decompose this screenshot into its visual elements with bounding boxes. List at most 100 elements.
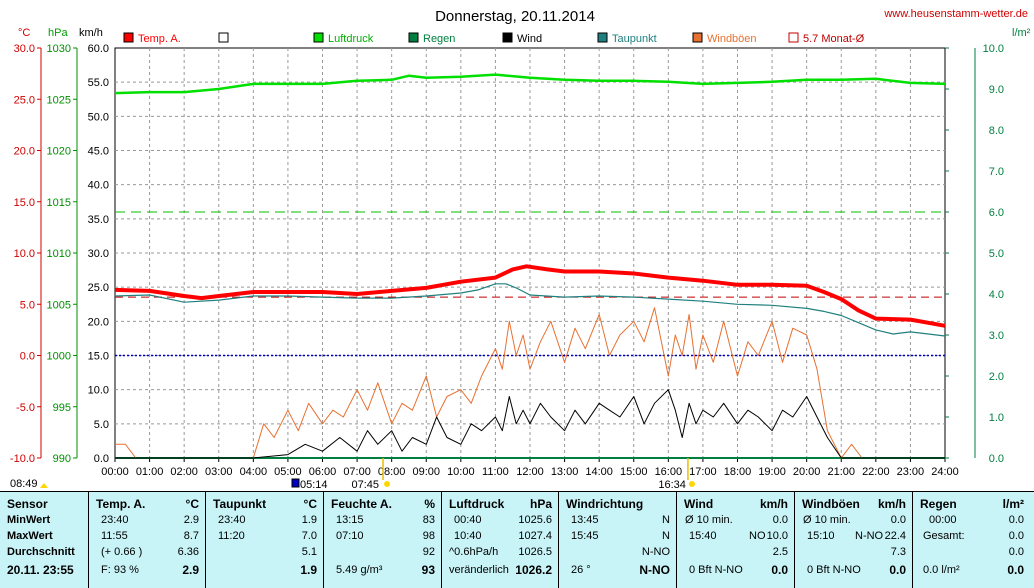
gust-header: Windböen [802, 497, 860, 511]
x-tick-label: 15:00 [620, 466, 648, 478]
wind-tick-label: 10.0 [88, 385, 109, 397]
wdir-current-value: N-NO [639, 563, 670, 577]
temp-tick-label: 10.0 [14, 248, 35, 260]
stats-col-rain: Regen l/m² 00:00 0.0 Gesamt: 0.0 0.0 0.0… [912, 492, 1034, 588]
x-tick-label: 05:00 [274, 466, 302, 478]
pressure-tick-label: 1015 [47, 197, 71, 209]
rain-unit-label: l/m² [1012, 27, 1031, 39]
moonrise-icon [291, 478, 300, 488]
wind-max-time: 15:40 [689, 530, 717, 542]
rain-tick-label: 7.0 [989, 166, 1004, 178]
pressure-unit-label: hPa [48, 27, 68, 39]
x-tick-label: 01:00 [136, 466, 164, 478]
temp-current-value: 2.9 [182, 563, 199, 577]
x-tick-label: 09:00 [412, 466, 440, 478]
x-tick-label: 16:00 [655, 466, 683, 478]
rain-current-value: 0.0 [1007, 563, 1024, 577]
legend-swatch [218, 32, 229, 43]
rain-total-label: Gesamt: [923, 530, 965, 542]
rain-min-value: 0.0 [1008, 514, 1024, 526]
rain-tick-label: 2.0 [989, 371, 1004, 383]
x-tick-label: 22:00 [862, 466, 890, 478]
x-tick-label: 08:00 [378, 466, 406, 478]
series-wind [115, 389, 945, 459]
humidity-avg-value: 92 [422, 546, 435, 558]
dew-unit: °C [303, 497, 317, 511]
wind-min-label: Ø 10 min. [685, 514, 733, 526]
wind-tick-label: 60.0 [88, 43, 109, 55]
legend-swatch [597, 32, 608, 43]
legend: Temp. A. Luftdruck Regen Wind Taupunkt Windbö… [123, 32, 865, 45]
humidity-header: Feuchte A. [331, 497, 392, 511]
row-label-min: MinWert [7, 514, 51, 526]
rain-avg-value: 0.0 [1008, 546, 1024, 558]
temp-max-time: 11:55 [101, 530, 128, 542]
pressure-tick-label: 1000 [47, 351, 71, 363]
pressure-trend: ^0.6hPa/h [449, 546, 499, 558]
dew-min-time: 23:40 [218, 514, 246, 526]
x-tick-label: 20:00 [793, 466, 821, 478]
dew-min-value: 1.9 [301, 514, 317, 526]
temp-tick-label: 15.0 [14, 197, 35, 209]
rain-unit: l/m² [1002, 497, 1024, 511]
dew-current-value: 1.9 [300, 563, 317, 577]
pressure-tick-label: 1005 [47, 299, 71, 311]
legend-swatch [502, 32, 513, 43]
pressure-min-value: 1025.6 [518, 514, 552, 526]
wind-header: Wind [684, 497, 714, 511]
stats-col-sensor: Sensor MinWert MaxWert Durchschnitt 20.1… [0, 492, 88, 588]
pressure-tick-label: 1030 [47, 43, 71, 55]
wind-min-value: 0.0 [772, 514, 788, 526]
x-tick-label: 19:00 [758, 466, 786, 478]
gust-beaufort: 0 Bft N-NO [807, 564, 861, 576]
stats-col-gust: Windböen km/h Ø 10 min. 0.0 15:10 N-NO 2… [794, 492, 912, 588]
wind-tick-label: 20.0 [88, 316, 109, 328]
temp-tick-label: -10.0 [10, 453, 35, 465]
temp-unit-label: °C [18, 27, 30, 39]
rain-total-value: 0.0 [1008, 530, 1024, 542]
dew-header: Taupunkt [213, 497, 267, 511]
wdir-max-value: N [662, 530, 670, 542]
temp-min-value: 2.9 [183, 514, 199, 526]
rain-tick-label: 6.0 [989, 207, 1004, 219]
pressure-max-value: 1027.4 [518, 530, 552, 542]
wind-tick-label: 45.0 [88, 146, 109, 158]
sun-moon-markers: 08:49 05:14 07:45 16:34 [10, 458, 695, 491]
gust-min-value: 0.0 [890, 514, 906, 526]
wind-tick-label: 15.0 [88, 351, 109, 363]
wdir-min-value: N [662, 514, 670, 526]
temp-tick-label: -5.0 [16, 402, 35, 414]
x-tick-label: 23:00 [897, 466, 925, 478]
pressure-tendency: veränderlich [449, 564, 509, 576]
wdir-min-time: 13:45 [571, 514, 599, 526]
pressure-max-time: 10:40 [454, 530, 482, 542]
wind-tick-label: 0.0 [94, 453, 109, 465]
stats-col-humidity: Feuchte A. % 13:15 83 07:10 98 92 5.49 g… [323, 492, 441, 588]
current-timestamp: 20.11. 23:55 [7, 563, 74, 577]
x-tick-label: 06:00 [309, 466, 337, 478]
legend-label: Regen [423, 33, 455, 45]
rain-tick-label: 10.0 [983, 43, 1004, 55]
pressure-tick-label: 1010 [47, 248, 71, 260]
wind-unit: km/h [759, 497, 788, 511]
legend-label: 5.7 Monat-Ø [803, 33, 865, 45]
rain-tick-label: 9.0 [989, 84, 1004, 96]
row-label-max: MaxWert [7, 530, 53, 542]
wind-direction-header: Windrichtung [566, 497, 644, 511]
rain-header: Regen [920, 497, 957, 511]
legend-label: Luftdruck [328, 33, 374, 45]
humidity-current-value: 93 [421, 563, 435, 577]
axes: 00:00 01:00 02:00 03:00 04:00 05:00 06:00 07:00… [10, 43, 1004, 478]
site-link[interactable]: www.heusenstamm-wetter.de [883, 8, 1028, 20]
wind-tick-label: 35.0 [88, 214, 109, 226]
row-label-avg: Durchschnitt [7, 546, 75, 558]
wind-max-value: 10.0 [766, 530, 788, 542]
x-tick-label: 12:00 [516, 466, 544, 478]
wind-max-direction: NO [749, 530, 766, 542]
wind-tick-label: 50.0 [88, 111, 109, 123]
legend-swatch [692, 32, 703, 43]
legend-label: Wind [517, 33, 542, 45]
wind-avg-value: 2.5 [772, 546, 788, 558]
pressure-avg-value: 1026.5 [518, 546, 552, 558]
moonrise-label: 05:14 [300, 479, 328, 491]
